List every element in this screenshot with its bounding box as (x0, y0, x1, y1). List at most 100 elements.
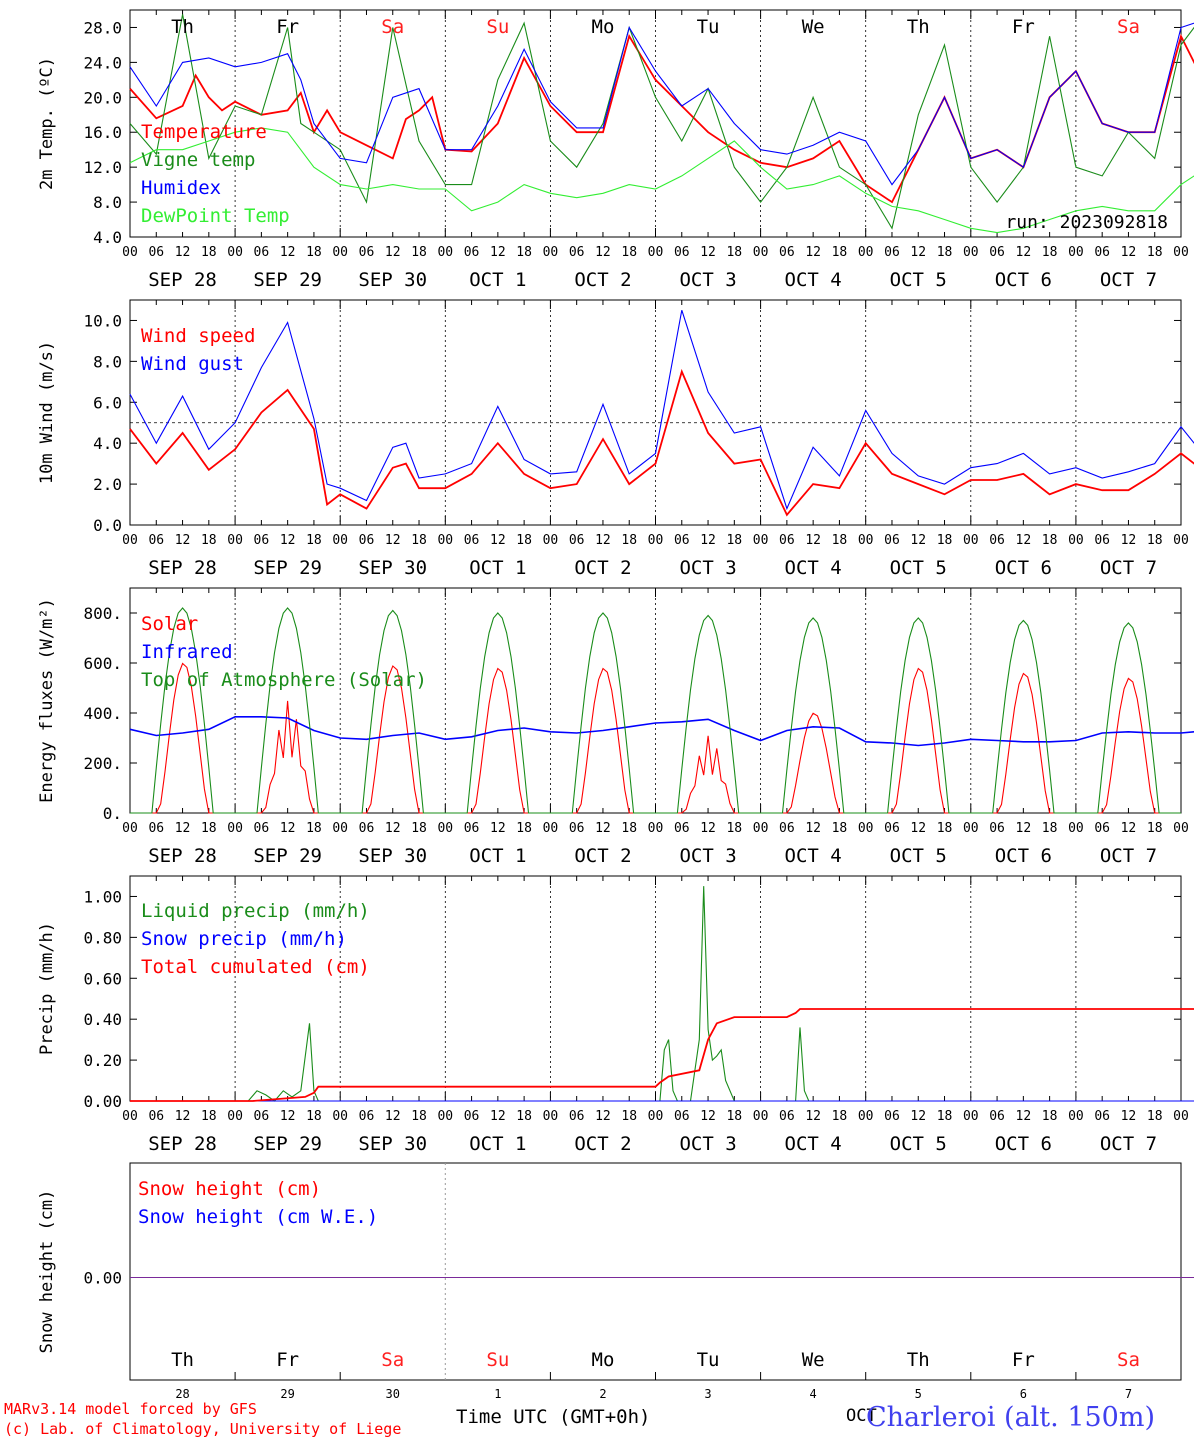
x-hour-label: 00 (122, 245, 138, 260)
x-hour-label: 12 (595, 533, 611, 548)
legend-entry: Temperature (141, 121, 267, 143)
series-line-vigne-temp (129, 14, 1194, 230)
x-hour-label: 00 (648, 821, 664, 836)
y-axis-title: Precip (mm/h) (37, 922, 57, 1055)
x-hour-label: 00 (332, 533, 348, 548)
x-hour-label: 18 (1147, 533, 1163, 548)
series-line-top-of-atmosphere-solar- (130, 607, 1181, 814)
x-hour-label: 00 (543, 1109, 559, 1124)
series-line-total-cumulated-cm- (130, 1008, 1194, 1102)
x-hour-label: 12 (1016, 245, 1032, 260)
x-date-label: OCT 5 (890, 845, 947, 867)
x-hour-label: 18 (832, 1109, 848, 1124)
x-hour-label: 00 (1068, 245, 1084, 260)
day-abbr-top: Sa (381, 16, 404, 38)
y-tick-label: 0. (103, 804, 122, 823)
x-hour-label: 00 (963, 1109, 979, 1124)
y-tick-label: 20.0 (83, 88, 122, 107)
x-hour-label: 18 (201, 245, 217, 260)
day-abbr-bottom: We (802, 1349, 825, 1371)
y-tick-label: 0.60 (83, 969, 122, 988)
x-hour-label: 12 (910, 821, 926, 836)
x-hour-label: 18 (411, 821, 427, 836)
x-hour-label: 18 (726, 533, 742, 548)
x-date-label: OCT 5 (890, 269, 947, 291)
x-hour-label: 12 (490, 1109, 506, 1124)
day-number: 28 (175, 1387, 189, 1401)
x-date-label: OCT 5 (890, 1133, 947, 1155)
x-hour-label: 06 (884, 821, 900, 836)
x-hour-label: 12 (385, 533, 401, 548)
x-hour-label: 18 (937, 245, 953, 260)
x-hour-label: 18 (832, 533, 848, 548)
x-date-label: OCT 1 (469, 557, 526, 579)
x-hour-label: 00 (122, 821, 138, 836)
day-number: 4 (810, 1387, 817, 1401)
x-hour-label: 12 (490, 245, 506, 260)
x-date-label: OCT 6 (995, 557, 1052, 579)
x-hour-label: 18 (832, 821, 848, 836)
x-hour-label: 06 (1094, 1109, 1110, 1124)
day-abbr-top: Fr (1012, 16, 1035, 38)
x-hour-label: 00 (753, 821, 769, 836)
series-line-wind-speed (129, 368, 1194, 517)
x-hour-label: 00 (648, 533, 664, 548)
x-hour-label: 06 (148, 821, 164, 836)
x-hour-label: 12 (595, 821, 611, 836)
y-tick-label: 200. (83, 754, 122, 773)
x-hour-label: 00 (1068, 821, 1084, 836)
x-hour-label: 18 (726, 1109, 742, 1124)
x-hour-label: 12 (175, 821, 191, 836)
legend-entry: Liquid precip (mm/h) (141, 900, 370, 922)
x-hour-label: 18 (306, 533, 322, 548)
y-tick-label: 6.0 (93, 393, 122, 412)
x-hour-label: 06 (569, 245, 585, 260)
x-date-label: SEP 30 (358, 845, 427, 867)
x-date-label: OCT 3 (679, 557, 736, 579)
x-date-label: OCT 7 (1100, 845, 1157, 867)
legend-entry: Infrared (141, 641, 233, 663)
x-hour-label: 18 (1042, 821, 1058, 836)
x-hour-label: 00 (332, 245, 348, 260)
x-hour-label: 18 (621, 821, 637, 836)
x-hour-label: 06 (884, 533, 900, 548)
x-hour-label: 12 (280, 245, 296, 260)
day-abbr-bottom: Su (486, 1349, 509, 1371)
day-abbr-top: Tu (697, 16, 720, 38)
x-date-label: SEP 30 (358, 557, 427, 579)
x-hour-label: 06 (1094, 245, 1110, 260)
x-hour-label: 00 (543, 245, 559, 260)
x-date-label: SEP 29 (253, 269, 322, 291)
x-hour-label: 06 (884, 245, 900, 260)
y-tick-label: 4.0 (93, 228, 122, 247)
x-hour-label: 18 (937, 821, 953, 836)
y-tick-label: 8.0 (93, 352, 122, 371)
x-date-label: OCT 4 (785, 557, 842, 579)
legend-entry: Humidex (141, 177, 221, 199)
day-number: 3 (704, 1387, 711, 1401)
x-hour-label: 00 (227, 245, 243, 260)
x-hour-label: 06 (674, 1109, 690, 1124)
x-hour-label: 12 (595, 1109, 611, 1124)
x-hour-label: 06 (359, 533, 375, 548)
x-hour-label: 12 (700, 245, 716, 260)
x-hour-label: 06 (989, 245, 1005, 260)
x-date-label: SEP 30 (358, 1133, 427, 1155)
x-hour-label: 06 (674, 245, 690, 260)
x-hour-label: 00 (227, 821, 243, 836)
x-hour-label: 18 (621, 245, 637, 260)
x-hour-label: 18 (201, 533, 217, 548)
x-hour-label: 12 (910, 1109, 926, 1124)
x-date-label: OCT 7 (1100, 1133, 1157, 1155)
x-hour-label: 12 (1016, 1109, 1032, 1124)
x-hour-label: 06 (464, 1109, 480, 1124)
y-tick-label: 0.00 (83, 1269, 122, 1288)
x-hour-label: 00 (1173, 821, 1189, 836)
x-hour-label: 12 (1016, 821, 1032, 836)
x-hour-label: 18 (832, 245, 848, 260)
x-hour-label: 00 (648, 1109, 664, 1124)
x-hour-label: 18 (516, 245, 532, 260)
x-hour-label: 12 (280, 533, 296, 548)
x-hour-label: 00 (858, 245, 874, 260)
day-abbr-top: Sa (1117, 16, 1140, 38)
